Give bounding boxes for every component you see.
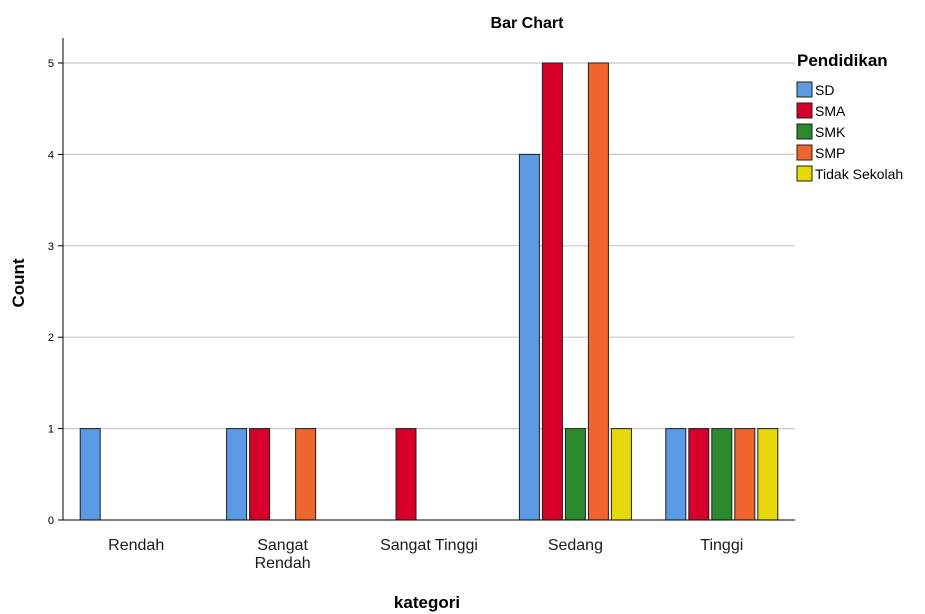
y-tick-label: 2 bbox=[48, 332, 54, 344]
y-tick-label: 1 bbox=[48, 424, 54, 436]
legend-swatch-sd bbox=[796, 81, 813, 98]
legend-label-smk: SMK bbox=[815, 124, 846, 140]
legend-title: Pendidikan bbox=[797, 51, 888, 70]
y-tick-label: 0 bbox=[48, 515, 54, 527]
bar-tidak-sekolah-tinggi bbox=[757, 428, 779, 521]
bar-sma-sedang bbox=[541, 62, 563, 521]
legend-swatch-smp bbox=[796, 144, 813, 161]
chart-title: Bar Chart bbox=[491, 15, 565, 32]
axes bbox=[62, 38, 795, 521]
bar-smp-sangat-rendah bbox=[295, 428, 317, 521]
bar-sd-sedang bbox=[518, 153, 540, 521]
bar-sd-rendah bbox=[79, 428, 101, 521]
legend-swatch-sma bbox=[796, 102, 813, 119]
x-tick-label: Sedang bbox=[548, 537, 603, 554]
bar-sd-sangat-rendah bbox=[226, 428, 248, 521]
bar-smk-tinggi bbox=[711, 428, 733, 521]
legend-swatch-smk bbox=[796, 123, 813, 140]
legend-label-sma: SMA bbox=[815, 103, 846, 119]
x-tick-labels: Rendah Sangat Rendah Sangat Tinggi Sedang Tin… bbox=[108, 537, 743, 572]
legend-label-tidak-sekolah: Tidak Sekolah bbox=[815, 166, 903, 182]
bars bbox=[79, 62, 779, 521]
y-tick-label: 4 bbox=[48, 149, 54, 161]
legend-swatch-tidak-sekolah bbox=[796, 165, 813, 182]
y-tick-label: 5 bbox=[48, 58, 54, 70]
x-tick-label: Tinggi bbox=[700, 537, 743, 554]
bar-smk-sedang bbox=[564, 428, 586, 521]
bar-smp-tinggi bbox=[734, 428, 756, 521]
legend: Pendidikan SD SMA SMK SMP Tidak Sekolah bbox=[796, 51, 903, 182]
gridlines bbox=[63, 62, 795, 430]
x-tick-label: Sangat Tinggi bbox=[380, 537, 478, 554]
bar-tidak-sekolah-sedang bbox=[610, 428, 632, 521]
x-tick-label: Sangat Rendah bbox=[255, 537, 311, 572]
x-tick-label: Rendah bbox=[108, 537, 164, 554]
bar-sma-sangat-rendah bbox=[249, 428, 271, 521]
bar-sma-tinggi bbox=[688, 428, 710, 521]
y-tick-label: 3 bbox=[48, 241, 54, 253]
legend-label-smp: SMP bbox=[815, 145, 845, 161]
bar-sd-tinggi bbox=[665, 428, 687, 521]
x-axis-title: kategori bbox=[394, 593, 460, 612]
bar-smp-sedang bbox=[587, 62, 609, 521]
bar-sma-sangat-tinggi bbox=[395, 428, 417, 521]
y-tick-labels: 0 1 2 3 4 5 bbox=[48, 58, 63, 527]
y-axis-title: Count bbox=[9, 258, 28, 307]
legend-label-sd: SD bbox=[815, 82, 834, 98]
